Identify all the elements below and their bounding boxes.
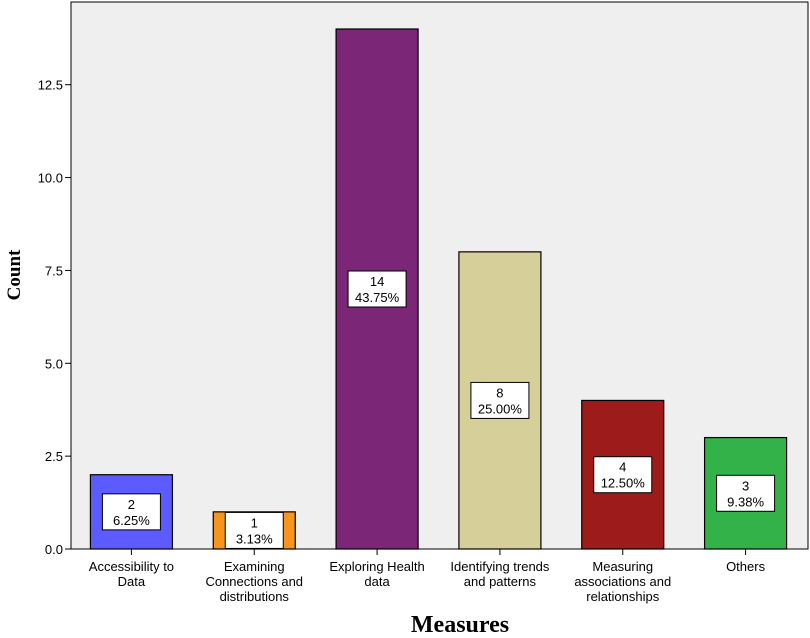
data-label-count: 14 bbox=[370, 274, 384, 289]
data-label-percent: 9.38% bbox=[727, 494, 764, 509]
data-label-percent: 6.25% bbox=[113, 513, 150, 528]
data-label-box bbox=[593, 456, 653, 494]
y-tick-label: 12.5 bbox=[38, 78, 63, 93]
y-tick-label: 10.0 bbox=[38, 171, 63, 186]
x-tick-label: Identifying trends bbox=[450, 559, 550, 574]
x-tick-label: Connections and bbox=[205, 574, 303, 589]
data-label-count: 4 bbox=[619, 460, 626, 475]
data-label-percent: 25.00% bbox=[478, 401, 523, 416]
x-tick-label: distributions bbox=[220, 589, 290, 604]
y-axis-title: Count bbox=[4, 249, 25, 300]
data-label-percent: 43.75% bbox=[355, 290, 400, 305]
y-tick-label: 0.0 bbox=[45, 542, 63, 557]
plot-area bbox=[70, 1, 809, 550]
y-tick-label: 2.5 bbox=[45, 449, 63, 464]
data-label-percent: 12.50% bbox=[601, 476, 646, 491]
data-label-count: 8 bbox=[496, 385, 503, 400]
y-tick-label: 5.0 bbox=[45, 356, 63, 371]
x-tick-label: data bbox=[364, 574, 390, 589]
data-label-box bbox=[224, 511, 284, 549]
x-tick-label: and patterns bbox=[464, 574, 537, 589]
y-axis: 0.0 2.5 5.0 7.5 10.0 12.5 bbox=[38, 78, 71, 557]
data-label-count: 3 bbox=[742, 478, 749, 493]
data-label-box bbox=[347, 270, 407, 308]
x-axis-title: Measures bbox=[411, 612, 509, 638]
x-tick-label: Examining bbox=[224, 559, 285, 574]
data-label-box bbox=[101, 493, 161, 531]
data-label-box bbox=[470, 381, 530, 419]
x-tick-label: Data bbox=[118, 574, 146, 589]
x-tick-label: Accessibility to bbox=[89, 559, 174, 574]
x-tick-label: associations and bbox=[574, 574, 671, 589]
data-label-count: 1 bbox=[251, 515, 258, 530]
x-tick-label: relationships bbox=[586, 589, 659, 604]
data-label-count: 2 bbox=[128, 497, 135, 512]
data-label-percent: 3.13% bbox=[236, 531, 273, 546]
y-tick-label: 7.5 bbox=[45, 263, 63, 278]
data-label-box bbox=[716, 474, 776, 512]
x-tick-label: Exploring Health bbox=[329, 559, 424, 574]
x-tick-label: Measuring bbox=[592, 559, 653, 574]
x-tick-label: Others bbox=[726, 559, 766, 574]
